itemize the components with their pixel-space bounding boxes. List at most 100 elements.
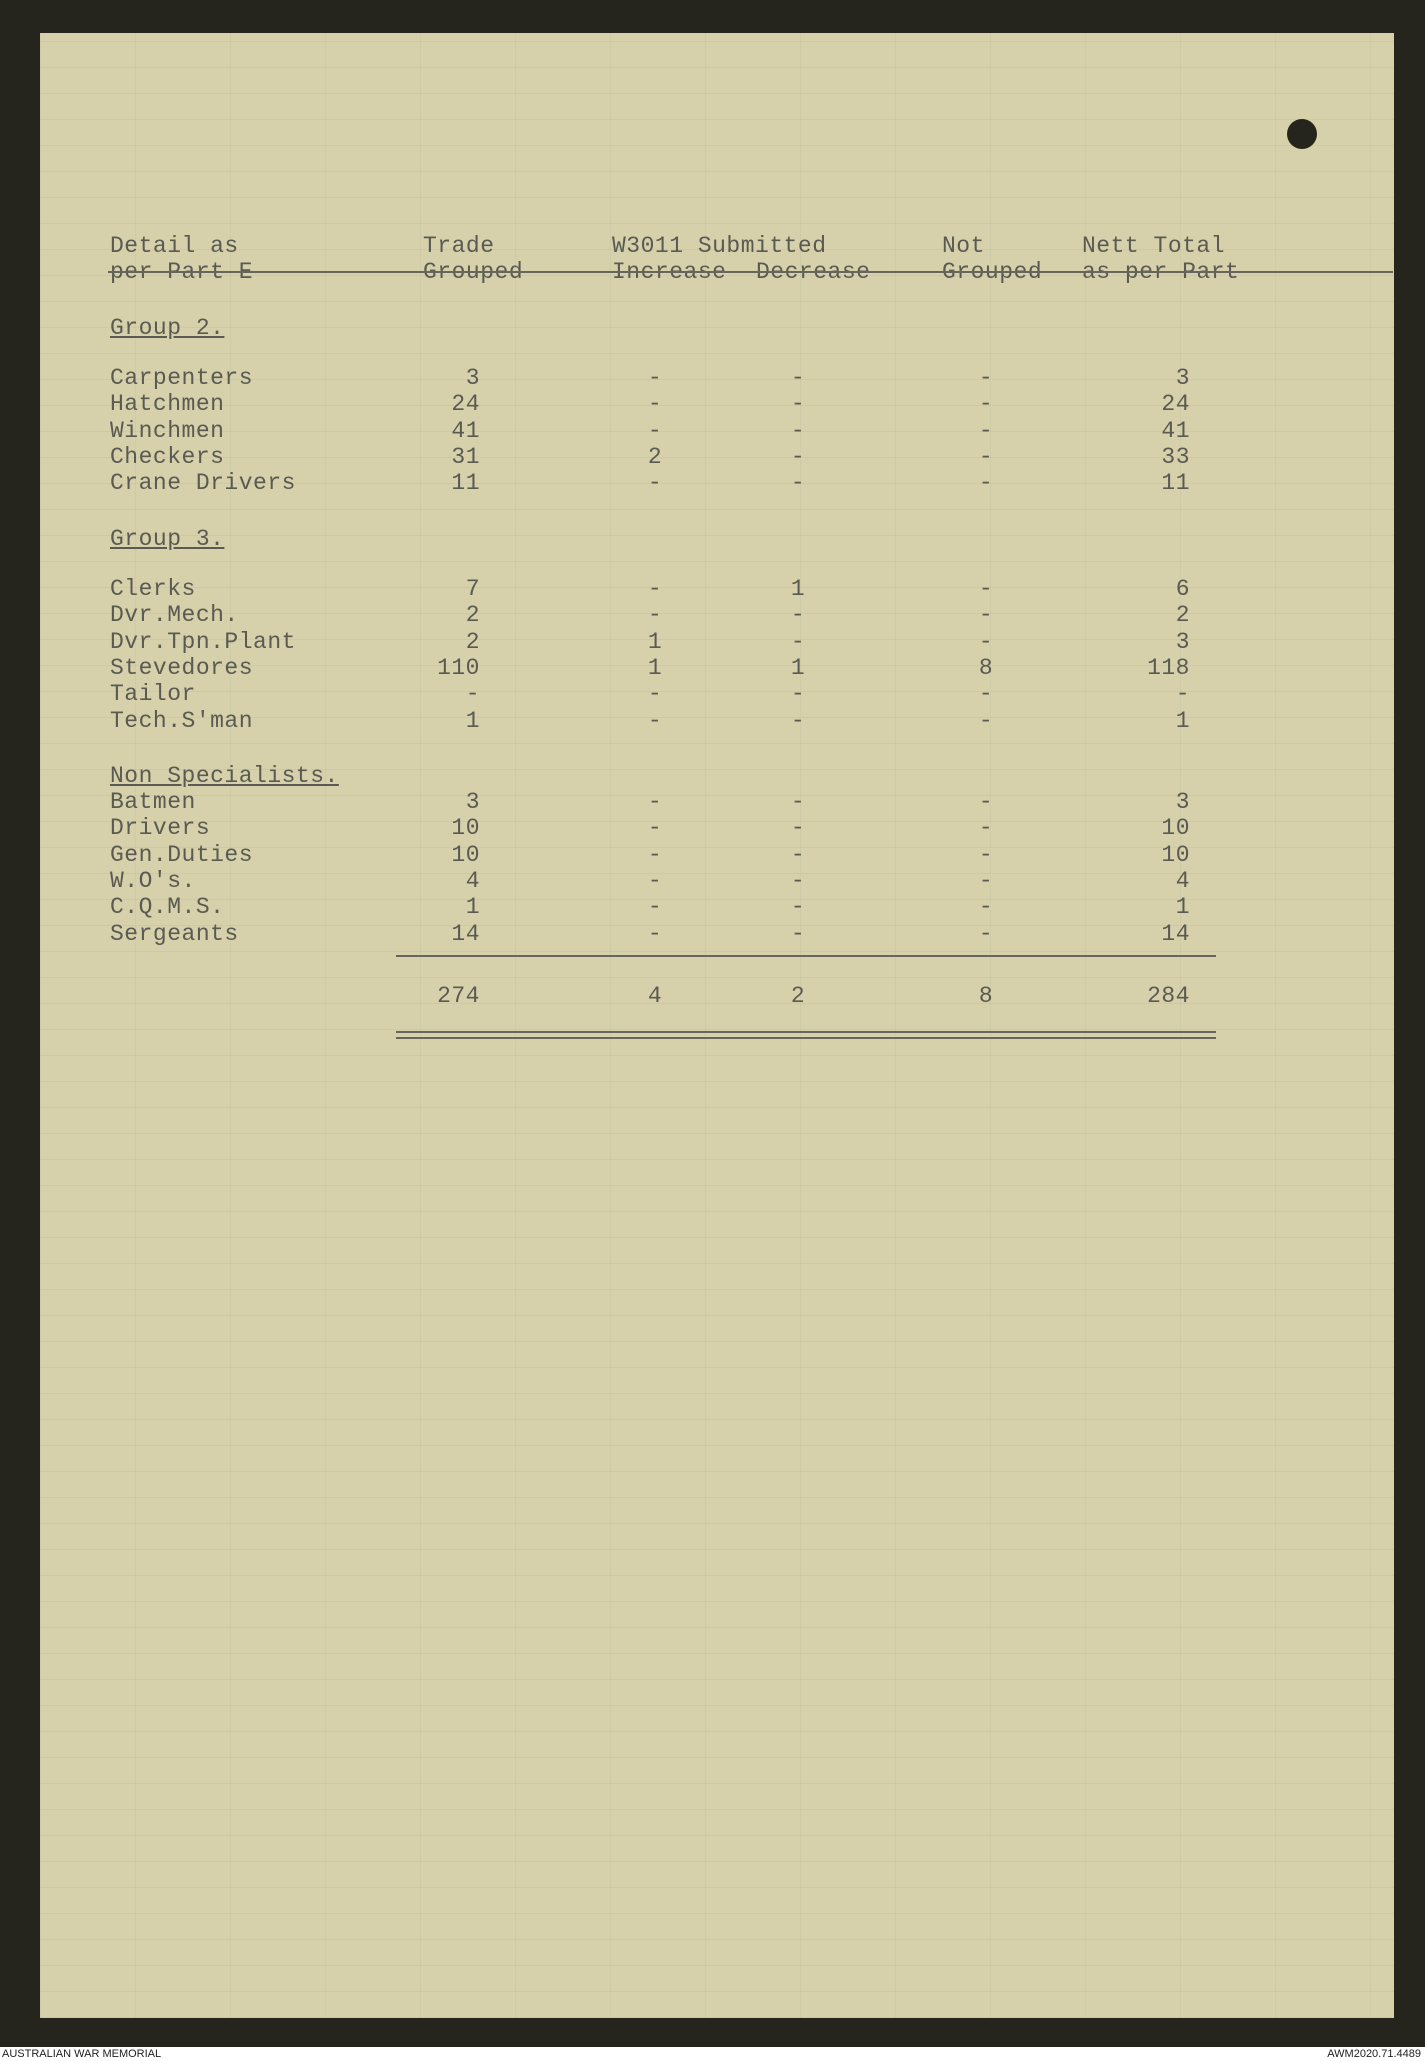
cell-nett: 10 <box>1161 815 1190 842</box>
row-label: Stevedores <box>110 654 254 681</box>
cell-increase: 2 <box>647 443 663 470</box>
cell-not-grouped: 8 <box>978 654 994 681</box>
cell-nett: 1 <box>1175 894 1190 921</box>
header-not-1: Not <box>942 233 985 259</box>
cell-trade: 2 <box>465 602 480 629</box>
cell-decrease: - <box>790 815 806 842</box>
row-label: Winchmen <box>110 417 225 444</box>
cell-trade: 41 <box>451 417 480 444</box>
cell-nett: - <box>1175 681 1190 708</box>
cell-not-grouped: - <box>978 681 994 708</box>
total-trade: 274 <box>437 983 480 1009</box>
cell-increase: 1 <box>647 628 663 655</box>
double-rule-bottom <box>396 1037 1216 1039</box>
cell-nett: 11 <box>1161 470 1190 497</box>
footer-reference: AWM2020.71.4489 <box>1327 2048 1421 2060</box>
cell-not-grouped: - <box>978 841 994 868</box>
footer-institution: AUSTRALIAN WAR MEMORIAL <box>2 2048 162 2060</box>
cell-increase: - <box>647 365 663 391</box>
cell-decrease: - <box>790 391 806 418</box>
cell-trade: 110 <box>437 654 480 681</box>
cell-not-grouped: - <box>978 920 994 947</box>
row-label: Tailor <box>110 681 196 708</box>
double-rule-top <box>396 1031 1216 1033</box>
cell-trade: 1 <box>465 894 480 921</box>
footer: AUSTRALIAN WAR MEMORIAL AWM2020.71.4489 <box>0 2047 1425 2061</box>
cell-trade: 31 <box>451 443 480 470</box>
header-detail-1: Detail as <box>110 233 239 259</box>
cell-not-grouped: - <box>978 576 994 602</box>
cell-decrease: - <box>790 681 806 708</box>
total-increase: 4 <box>647 983 663 1009</box>
cell-trade: 11 <box>451 470 480 497</box>
row-label: Hatchmen <box>110 391 225 418</box>
cell-nett: 4 <box>1175 867 1190 894</box>
group-title: Non Specialists. <box>110 763 339 789</box>
cell-decrease: - <box>790 470 806 497</box>
cell-nett: 24 <box>1161 391 1190 418</box>
cell-trade: 2 <box>465 628 480 655</box>
cell-nett: 41 <box>1161 417 1190 444</box>
cell-increase: - <box>647 920 663 947</box>
row-label: Dvr.Mech. <box>110 602 239 629</box>
row-label: Tech.S'man <box>110 707 254 734</box>
total-decrease: 2 <box>790 983 806 1009</box>
cell-trade: 3 <box>465 789 480 815</box>
row-label: Drivers <box>110 815 211 842</box>
cell-not-grouped: - <box>978 707 994 734</box>
row-label: Dvr.Tpn.Plant <box>110 628 296 655</box>
cell-trade: 10 <box>451 841 480 868</box>
cell-trade: 14 <box>451 920 480 947</box>
sum-rule <box>396 955 1216 957</box>
header-w3011: W3011 Submitted <box>612 233 827 259</box>
row-label: Crane Drivers <box>110 470 296 497</box>
total-not-grouped: 8 <box>978 983 994 1009</box>
cell-increase: - <box>647 815 663 842</box>
header-rule <box>108 271 1393 273</box>
cell-decrease: 1 <box>790 576 806 602</box>
cell-not-grouped: - <box>978 867 994 894</box>
cell-trade: 7 <box>465 576 480 602</box>
row-label: Clerks <box>110 576 196 602</box>
cell-decrease: 1 <box>790 654 806 681</box>
cell-trade: 4 <box>465 867 480 894</box>
cell-increase: - <box>647 391 663 418</box>
cell-not-grouped: - <box>978 894 994 921</box>
cell-increase: - <box>647 576 663 602</box>
cell-decrease: - <box>790 443 806 470</box>
group-title: Group 3. <box>110 526 225 552</box>
cell-increase: - <box>647 470 663 497</box>
header-trade-1: Trade <box>423 233 495 259</box>
cell-decrease: - <box>790 894 806 921</box>
cell-decrease: - <box>790 841 806 868</box>
row-label: Carpenters <box>110 365 254 391</box>
cell-nett: 118 <box>1147 654 1190 681</box>
cell-decrease: - <box>790 365 806 391</box>
cell-not-grouped: - <box>978 470 994 497</box>
cell-increase: - <box>647 602 663 629</box>
cell-decrease: - <box>790 417 806 444</box>
cell-increase: - <box>647 867 663 894</box>
cell-increase: - <box>647 417 663 444</box>
cell-trade: - <box>465 681 480 708</box>
cell-decrease: - <box>790 628 806 655</box>
cell-not-grouped: - <box>978 391 994 418</box>
cell-nett: 2 <box>1175 602 1190 629</box>
cell-trade: 24 <box>451 391 480 418</box>
cell-nett: 3 <box>1175 789 1190 815</box>
cell-decrease: - <box>790 789 806 815</box>
row-label: Checkers <box>110 443 225 470</box>
punch-hole <box>1287 119 1317 149</box>
row-label: Sergeants <box>110 920 239 947</box>
group-title: Group 2. <box>110 315 225 341</box>
cell-decrease: - <box>790 867 806 894</box>
cell-increase: - <box>647 894 663 921</box>
cell-trade: 1 <box>465 707 480 734</box>
cell-increase: 1 <box>647 654 663 681</box>
cell-trade: 10 <box>451 815 480 842</box>
cell-nett: 10 <box>1161 841 1190 868</box>
cell-not-grouped: - <box>978 628 994 655</box>
cell-increase: - <box>647 789 663 815</box>
cell-not-grouped: - <box>978 365 994 391</box>
row-label: W.O's. <box>110 867 196 894</box>
